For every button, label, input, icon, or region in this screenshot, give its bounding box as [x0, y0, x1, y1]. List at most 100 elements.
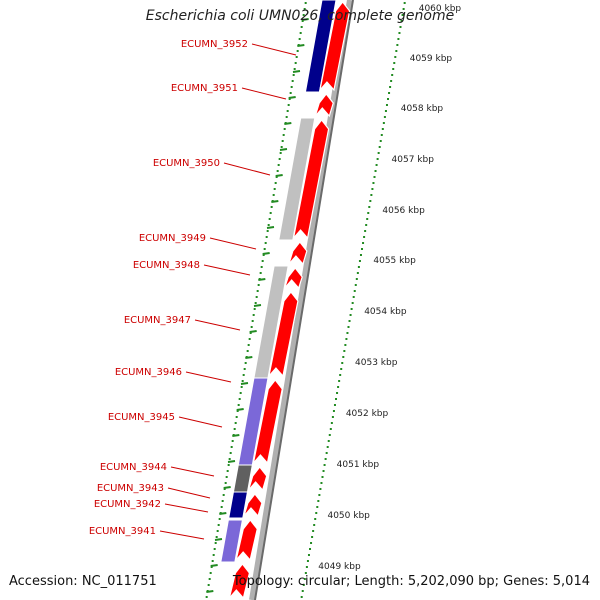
gene-label: ECUMN_3951 — [171, 83, 238, 94]
inner-tick-dot — [389, 86, 392, 88]
reverse-gene-block — [278, 117, 316, 241]
outer-tick-mark — [245, 356, 253, 359]
forward-gene-arrow — [252, 379, 283, 466]
inner-tick-dot — [309, 548, 312, 550]
inner-tick-dot — [388, 92, 391, 94]
outer-tick-dot — [247, 344, 250, 346]
inner-tick-dot — [373, 176, 376, 178]
inner-tick-dot — [337, 386, 340, 388]
inner-tick-dot — [348, 320, 351, 322]
inner-tick-dot — [395, 50, 398, 52]
outer-tick-dot — [299, 32, 302, 34]
outer-tick-dot — [275, 176, 278, 178]
outer-tick-mark — [288, 96, 296, 99]
outer-tick-dot — [301, 20, 304, 22]
scale-tick-label: 4050 kbp — [327, 511, 370, 521]
inner-tick-dot — [320, 482, 323, 484]
outer-tick-dot — [269, 212, 272, 214]
scale-tick-label: 4056 kbp — [382, 206, 425, 216]
outer-tick-mark — [292, 70, 301, 73]
outer-tick-dot — [302, 14, 305, 16]
outer-tick-dot — [238, 398, 241, 400]
outer-tick-dot — [304, 2, 307, 4]
outer-tick-dot — [266, 230, 269, 232]
inner-tick-dot — [312, 530, 315, 532]
outer-tick-dot — [242, 374, 245, 376]
inner-tick-dot — [316, 506, 319, 508]
scale-tick-label: 4058 kbp — [401, 104, 444, 114]
inner-tick-dot — [331, 416, 334, 418]
outer-tick-dot — [225, 476, 228, 478]
inner-tick-dot — [361, 248, 364, 250]
inner-tick-dot — [347, 326, 350, 328]
outer-tick-dot — [282, 134, 285, 136]
inner-tick-dot — [380, 134, 383, 136]
forward-gene-arrow — [267, 291, 299, 379]
outer-tick-dot — [209, 572, 212, 574]
kbp-scale: 4049 kbp 4050 kbp 4051 kbp 4052 kbp 4053 kbp… — [318, 4, 461, 572]
inner-tick-dot — [336, 392, 339, 394]
scale-tick-label: 4054 kbp — [364, 307, 407, 317]
outer-tick-ring — [205, 2, 309, 598]
inner-tick-dot — [377, 152, 380, 154]
inner-tick-dot — [311, 536, 314, 538]
backbone-line-inner — [254, 0, 354, 600]
gene-leader-line — [209, 237, 257, 250]
outer-tick-dot — [255, 296, 258, 298]
outer-tick-mark — [258, 278, 266, 281]
outer-tick-dot — [240, 386, 243, 388]
gene-label: ECUMN_3952 — [181, 39, 248, 50]
outer-tick-dot — [257, 284, 260, 286]
outer-tick-dot — [218, 518, 221, 520]
outer-tick-dot — [292, 74, 295, 76]
outer-tick-dot — [279, 152, 282, 154]
inner-tick-dot — [378, 146, 381, 148]
outer-tick-dot — [205, 596, 208, 598]
outer-tick-dot — [244, 362, 247, 364]
inner-tick-dot — [346, 332, 349, 334]
outer-tick-dot — [272, 194, 275, 196]
inner-tick-dot — [400, 20, 403, 22]
outer-tick-dot — [267, 224, 270, 226]
scale-tick-label: 4051 kbp — [337, 460, 380, 470]
outer-tick-dot — [212, 554, 215, 556]
forward-gene-arrow — [318, 1, 351, 93]
outer-tick-dot — [287, 104, 290, 106]
inner-tick-dot — [350, 308, 353, 310]
scale-tick-label: 4059 kbp — [410, 54, 453, 64]
outer-tick-dot — [265, 236, 268, 238]
outer-tick-dot — [222, 494, 225, 496]
gene-labels: ECUMN_3952 ECUMN_3951 ECUMN_3950 ECUMN_3949… — [89, 39, 297, 540]
outer-tick-dot — [228, 458, 231, 460]
gene-label: ECUMN_3944 — [100, 462, 167, 473]
outer-tick-mark — [301, 18, 309, 21]
inner-tick-dot — [301, 590, 304, 592]
outer-tick-dot — [274, 182, 277, 184]
inner-tick-dot — [314, 518, 317, 520]
outer-tick-dot — [283, 128, 286, 130]
outer-tick-dot — [227, 464, 230, 466]
inner-tick-dot — [341, 362, 344, 364]
scale-tick-label: 4052 kbp — [346, 409, 389, 419]
inner-tick-dot — [357, 266, 360, 268]
inner-tick-dot — [303, 578, 306, 580]
outer-tick-dot — [288, 98, 291, 100]
outer-tick-dot — [220, 506, 223, 508]
inner-tick-ring — [300, 2, 406, 598]
outer-tick-mark — [284, 122, 292, 125]
inner-tick-dot — [368, 206, 371, 208]
outer-tick-mark — [223, 486, 231, 489]
genome-summary-text: Topology: circular; Length: 5,202,090 bp… — [232, 574, 590, 589]
outer-tick-dot — [250, 326, 253, 328]
inner-tick-dot — [305, 566, 308, 568]
inner-tick-dot — [310, 542, 313, 544]
inner-tick-dot — [398, 32, 401, 34]
forward-gene-arrow — [288, 241, 308, 266]
inner-tick-dot — [324, 458, 327, 460]
outer-tick-dot — [254, 302, 257, 304]
outer-tick-dot — [249, 332, 252, 334]
outer-tick-dot — [229, 452, 232, 454]
outer-tick-dot — [243, 368, 246, 370]
inner-tick-dot — [339, 374, 342, 376]
outer-tick-dot — [241, 380, 244, 382]
